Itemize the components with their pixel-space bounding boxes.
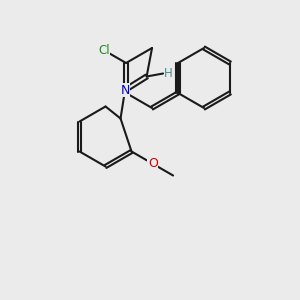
Text: O: O — [148, 157, 158, 170]
Text: H: H — [164, 67, 173, 80]
Text: N: N — [120, 83, 130, 97]
Text: Cl: Cl — [98, 44, 110, 57]
